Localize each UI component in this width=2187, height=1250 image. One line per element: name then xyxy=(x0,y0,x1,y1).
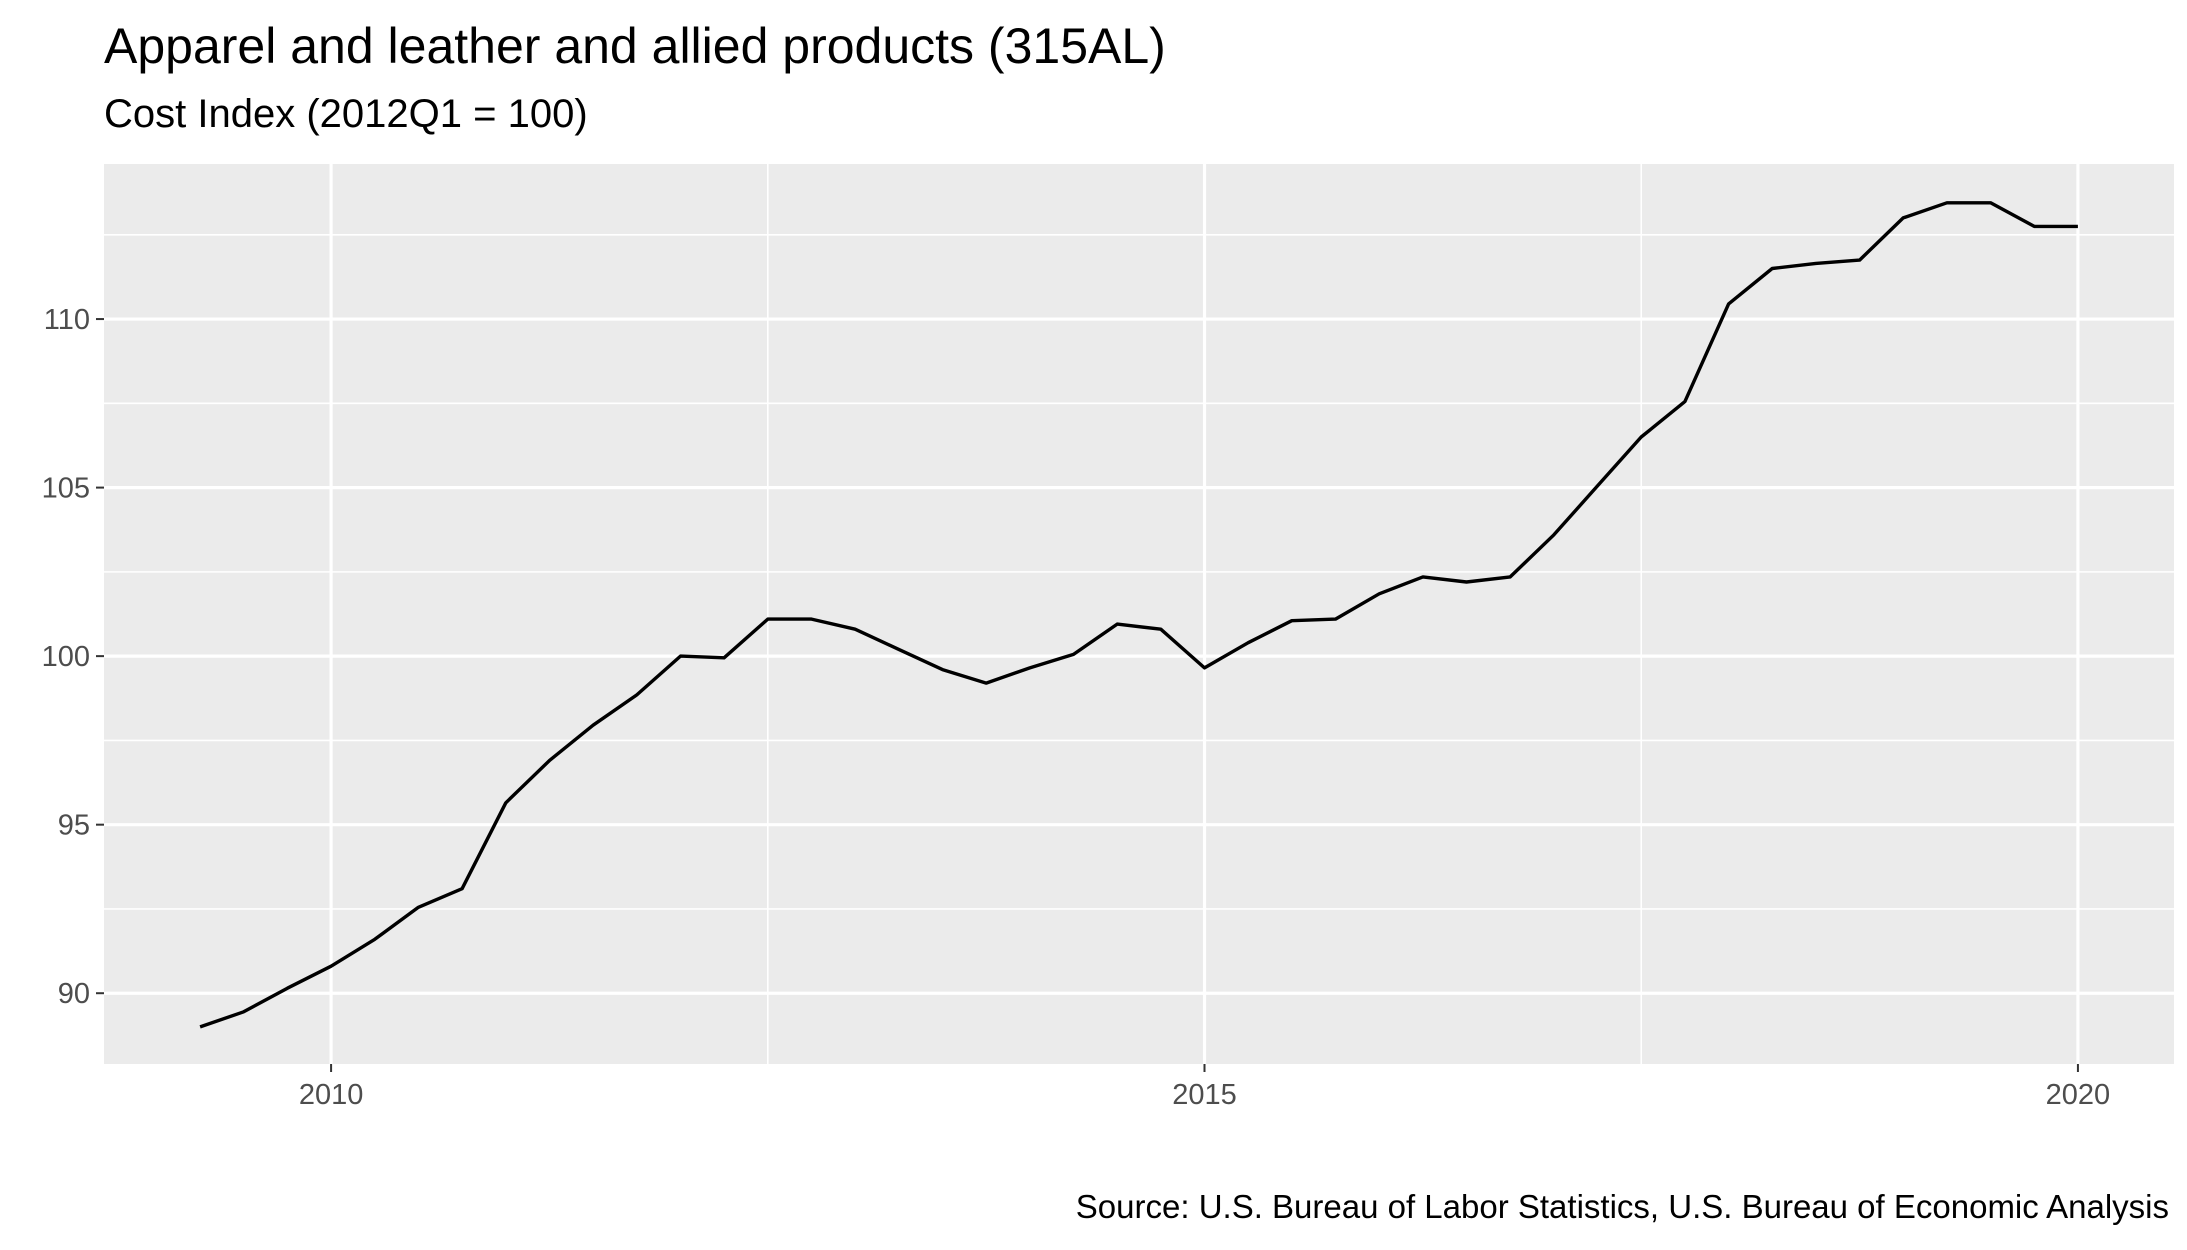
x-tick-label: 2010 xyxy=(299,1079,364,1111)
x-tick-label: 2020 xyxy=(2046,1079,2111,1111)
y-tick-label: 110 xyxy=(44,304,90,336)
x-tick-label: 2015 xyxy=(1172,1079,1237,1111)
major-gridlines xyxy=(104,164,2174,1064)
series-line xyxy=(199,201,2078,1029)
source-caption: Source: U.S. Bureau of Labor Statistics,… xyxy=(1075,1188,2169,1225)
x-axis: 2010 2015 2020 xyxy=(299,1064,2110,1111)
series-layer xyxy=(199,201,2078,1029)
chart-title: Apparel and leather and allied products … xyxy=(104,18,1166,74)
plot-panel xyxy=(104,164,2174,1064)
minor-gridlines xyxy=(104,164,2174,1064)
y-tick-label: 90 xyxy=(58,978,90,1010)
y-tick-label: 100 xyxy=(42,641,90,673)
y-tick-label: 95 xyxy=(58,810,90,842)
chart-subtitle: Cost Index (2012Q1 = 100) xyxy=(104,92,588,136)
y-tick-label: 105 xyxy=(42,473,90,505)
y-axis: 90 95 100 105 110 xyxy=(42,304,104,1010)
